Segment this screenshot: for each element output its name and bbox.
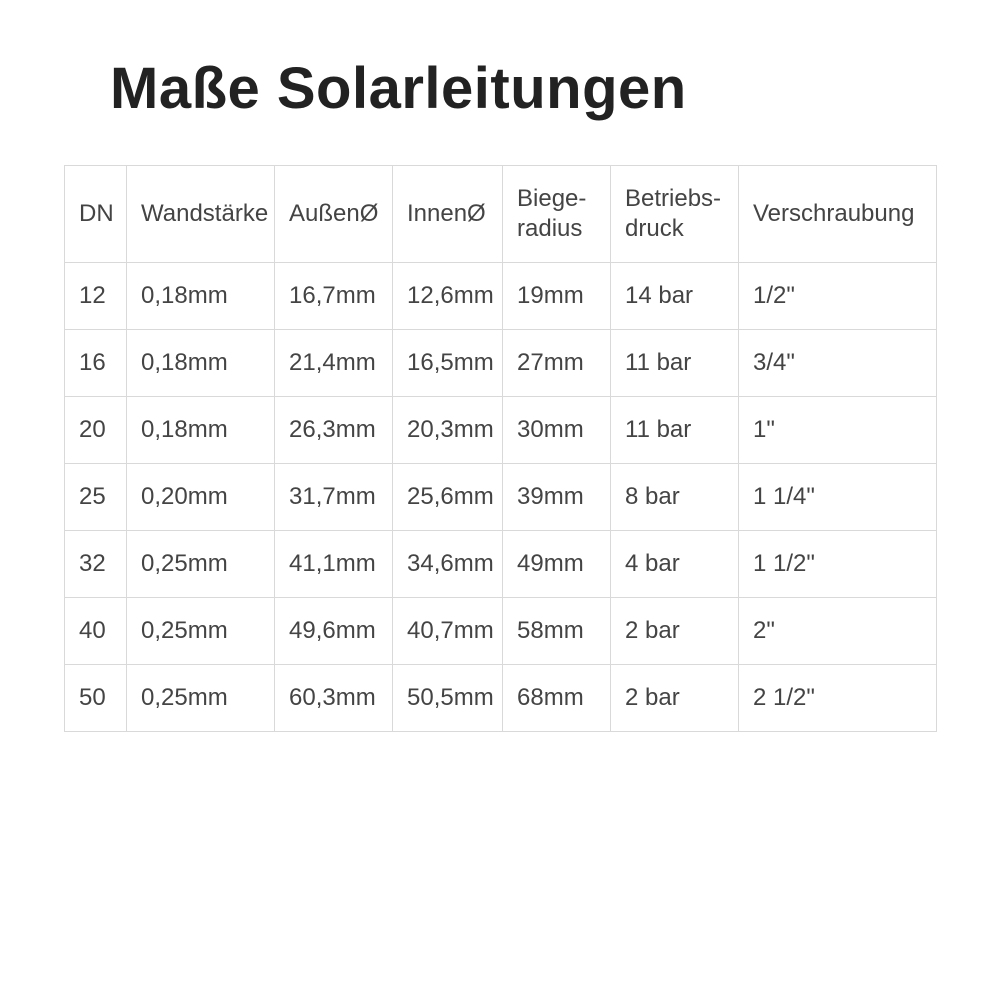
cell: 11 bar [611, 330, 739, 397]
cell: 39mm [503, 464, 611, 531]
table-row: 20 0,18mm 26,3mm 20,3mm 30mm 11 bar 1" [65, 397, 937, 464]
table-header-row: DN Wandstärke AußenØ InnenØ Biege-radius… [65, 166, 937, 263]
cell: 0,25mm [127, 531, 275, 598]
cell: 1 1/4" [739, 464, 937, 531]
table-body: 12 0,18mm 16,7mm 12,6mm 19mm 14 bar 1/2"… [65, 263, 937, 732]
table-row: 32 0,25mm 41,1mm 34,6mm 49mm 4 bar 1 1/2… [65, 531, 937, 598]
cell: 12,6mm [393, 263, 503, 330]
cell: 11 bar [611, 397, 739, 464]
cell: 2" [739, 598, 937, 665]
cell: 0,18mm [127, 330, 275, 397]
table-row: 40 0,25mm 49,6mm 40,7mm 58mm 2 bar 2" [65, 598, 937, 665]
table-head: DN Wandstärke AußenØ InnenØ Biege-radius… [65, 166, 937, 263]
cell: 49,6mm [275, 598, 393, 665]
cell: 2 bar [611, 665, 739, 732]
cell: 8 bar [611, 464, 739, 531]
cell: 30mm [503, 397, 611, 464]
cell: 2 1/2" [739, 665, 937, 732]
cell: 31,7mm [275, 464, 393, 531]
cell: 16,5mm [393, 330, 503, 397]
cell: 0,20mm [127, 464, 275, 531]
cell: 68mm [503, 665, 611, 732]
table-row: 12 0,18mm 16,7mm 12,6mm 19mm 14 bar 1/2" [65, 263, 937, 330]
cell: 16,7mm [275, 263, 393, 330]
cell: 14 bar [611, 263, 739, 330]
cell: 1 1/2" [739, 531, 937, 598]
cell: 4 bar [611, 531, 739, 598]
col-header-aussen: AußenØ [275, 166, 393, 263]
page: Maße Solarleitungen DN Wandstärke AußenØ… [0, 0, 1000, 1000]
cell: 34,6mm [393, 531, 503, 598]
cell: 25,6mm [393, 464, 503, 531]
col-header-wandstaerke: Wandstärke [127, 166, 275, 263]
cell: 19mm [503, 263, 611, 330]
dimensions-table-wrap: DN Wandstärke AußenØ InnenØ Biege-radius… [64, 165, 936, 732]
cell: 21,4mm [275, 330, 393, 397]
cell: 50,5mm [393, 665, 503, 732]
cell: 2 bar [611, 598, 739, 665]
cell: 1" [739, 397, 937, 464]
cell: 0,25mm [127, 598, 275, 665]
col-header-verschraubung: Verschraubung [739, 166, 937, 263]
page-title: Maße Solarleitungen [110, 55, 687, 122]
cell: 32 [65, 531, 127, 598]
table-row: 50 0,25mm 60,3mm 50,5mm 68mm 2 bar 2 1/2… [65, 665, 937, 732]
cell: 49mm [503, 531, 611, 598]
cell: 3/4" [739, 330, 937, 397]
col-header-biegeradius: Biege-radius [503, 166, 611, 263]
cell: 26,3mm [275, 397, 393, 464]
col-header-betriebsdruck: Betriebs-druck [611, 166, 739, 263]
dimensions-table: DN Wandstärke AußenØ InnenØ Biege-radius… [64, 165, 937, 732]
cell: 20 [65, 397, 127, 464]
table-row: 25 0,20mm 31,7mm 25,6mm 39mm 8 bar 1 1/4… [65, 464, 937, 531]
cell: 58mm [503, 598, 611, 665]
cell: 25 [65, 464, 127, 531]
cell: 0,18mm [127, 263, 275, 330]
col-header-dn: DN [65, 166, 127, 263]
cell: 60,3mm [275, 665, 393, 732]
cell: 20,3mm [393, 397, 503, 464]
cell: 40,7mm [393, 598, 503, 665]
cell: 27mm [503, 330, 611, 397]
cell: 50 [65, 665, 127, 732]
cell: 40 [65, 598, 127, 665]
cell: 0,25mm [127, 665, 275, 732]
cell: 12 [65, 263, 127, 330]
cell: 41,1mm [275, 531, 393, 598]
cell: 0,18mm [127, 397, 275, 464]
table-row: 16 0,18mm 21,4mm 16,5mm 27mm 11 bar 3/4" [65, 330, 937, 397]
col-header-innen: InnenØ [393, 166, 503, 263]
cell: 1/2" [739, 263, 937, 330]
cell: 16 [65, 330, 127, 397]
